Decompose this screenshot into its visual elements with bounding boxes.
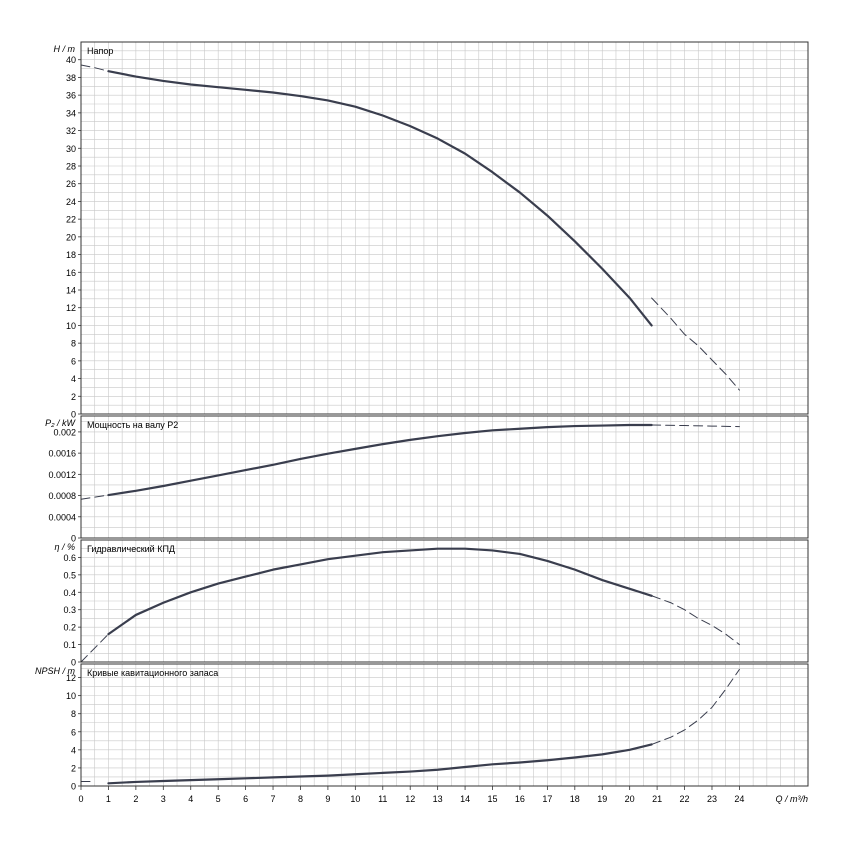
y-tick-label: 0.5: [63, 570, 76, 580]
curve-solid-0-0: [107, 70, 653, 327]
y-tick-label: 0.0004: [48, 512, 76, 522]
y-tick-label: 6: [71, 356, 76, 366]
x-tick-label: 21: [652, 794, 662, 804]
panel-label: Кривые кавитационного запаса: [87, 668, 218, 678]
x-tick-label: 22: [680, 794, 690, 804]
y-tick-label: 30: [66, 144, 76, 154]
x-tick-label: 15: [488, 794, 498, 804]
y-tick-label: 12: [66, 673, 76, 683]
curve-dashed-2-2: [651, 595, 740, 646]
curve-solid-2-0: [107, 547, 653, 636]
x-tick-label: 20: [625, 794, 635, 804]
y-tick-label: 28: [66, 162, 76, 172]
y-tick-label: 16: [66, 268, 76, 278]
y-tick-label: 8: [71, 709, 76, 719]
y-tick-label: 2: [71, 763, 76, 773]
y-axis-title: η / %: [54, 542, 75, 552]
y-axis-title: H / m: [54, 44, 76, 54]
x-tick-label: 18: [570, 794, 580, 804]
y-tick-label: 0.0016: [48, 449, 76, 459]
x-tick-label: 16: [515, 794, 525, 804]
y-tick-label: 0.3: [63, 605, 76, 615]
panel-frame: [80, 539, 809, 663]
curve-dashed-0-1: [80, 64, 109, 72]
x-tick-label: 4: [188, 794, 193, 804]
y-tick-label: 18: [66, 250, 76, 260]
curve-solid-3-0: [107, 743, 653, 785]
y-tick-label: 4: [71, 374, 76, 384]
curve-solid-1-0: [107, 423, 653, 497]
x-tick-label: 10: [350, 794, 360, 804]
x-tick-label: 9: [325, 794, 330, 804]
x-tick-label: 3: [161, 794, 166, 804]
y-axis-title: P₂ / kW: [45, 418, 76, 428]
panel-frame: [80, 663, 809, 787]
y-tick-label: 20: [66, 232, 76, 242]
y-tick-label: 0.6: [63, 553, 76, 563]
y-tick-label: 32: [66, 126, 76, 136]
y-tick-label: 24: [66, 197, 76, 207]
y-tick-label: 4: [71, 745, 76, 755]
y-tick-label: 14: [66, 286, 76, 296]
y-tick-label: 0.0012: [48, 470, 76, 480]
x-tick-label: 13: [433, 794, 443, 804]
panel-label: Мощность на валу P2: [87, 420, 178, 430]
x-tick-label: 24: [734, 794, 744, 804]
panel-label: Напор: [87, 46, 113, 56]
x-tick-label: 5: [216, 794, 221, 804]
x-tick-label: 7: [271, 794, 276, 804]
y-axis-title: NPSH / m: [35, 666, 76, 676]
x-tick-label: 12: [405, 794, 415, 804]
y-tick-label: 8: [71, 339, 76, 349]
x-tick-label: 17: [542, 794, 552, 804]
y-tick-label: 0.0008: [48, 491, 76, 501]
curve-dashed-2-1: [80, 633, 109, 663]
curve-layer: [80, 64, 740, 785]
y-tick-label: 2: [71, 392, 76, 402]
x-tick-label: 19: [597, 794, 607, 804]
y-tick-label: 0: [71, 410, 76, 420]
y-tick-label: 0: [71, 534, 76, 544]
x-tick-label: 1: [106, 794, 111, 804]
y-tick-label: 40: [66, 55, 76, 65]
y-tick-label: 0.002: [53, 427, 76, 437]
y-tick-label: 38: [66, 73, 76, 83]
y-tick-label: 34: [66, 108, 76, 118]
y-tick-label: 0.4: [63, 588, 76, 598]
curve-dashed-1-1: [80, 494, 109, 500]
x-tick-label: 6: [243, 794, 248, 804]
x-tick-label: 8: [298, 794, 303, 804]
x-tick-label: 2: [133, 794, 138, 804]
x-tick-label: 23: [707, 794, 717, 804]
panel-frame: [80, 41, 809, 415]
grid-layer: [80, 41, 809, 787]
x-tick-label: 0: [78, 794, 83, 804]
y-tick-label: 0.1: [63, 640, 76, 650]
x-axis-title: Q / m³/h: [775, 794, 808, 804]
x-tick-label: 11: [378, 794, 387, 804]
curve-dashed-0-2: [651, 297, 740, 391]
y-tick-label: 0.2: [63, 623, 76, 633]
y-tick-label: 10: [66, 321, 76, 331]
panel-frame: [80, 415, 809, 539]
panel-label: Гидравлический КПД: [87, 544, 175, 554]
curve-dashed-3-2: [651, 668, 740, 745]
y-tick-label: 10: [66, 691, 76, 701]
y-tick-label: 0: [71, 658, 76, 668]
y-tick-label: 12: [66, 303, 76, 313]
y-tick-label: 0: [71, 782, 76, 792]
y-tick-label: 36: [66, 91, 76, 101]
frame-layer: [78, 41, 809, 790]
curve-dashed-1-2: [651, 424, 740, 428]
x-tick-label: 14: [460, 794, 470, 804]
y-tick-label: 6: [71, 727, 76, 737]
y-tick-label: 26: [66, 179, 76, 189]
y-tick-label: 22: [66, 215, 76, 225]
